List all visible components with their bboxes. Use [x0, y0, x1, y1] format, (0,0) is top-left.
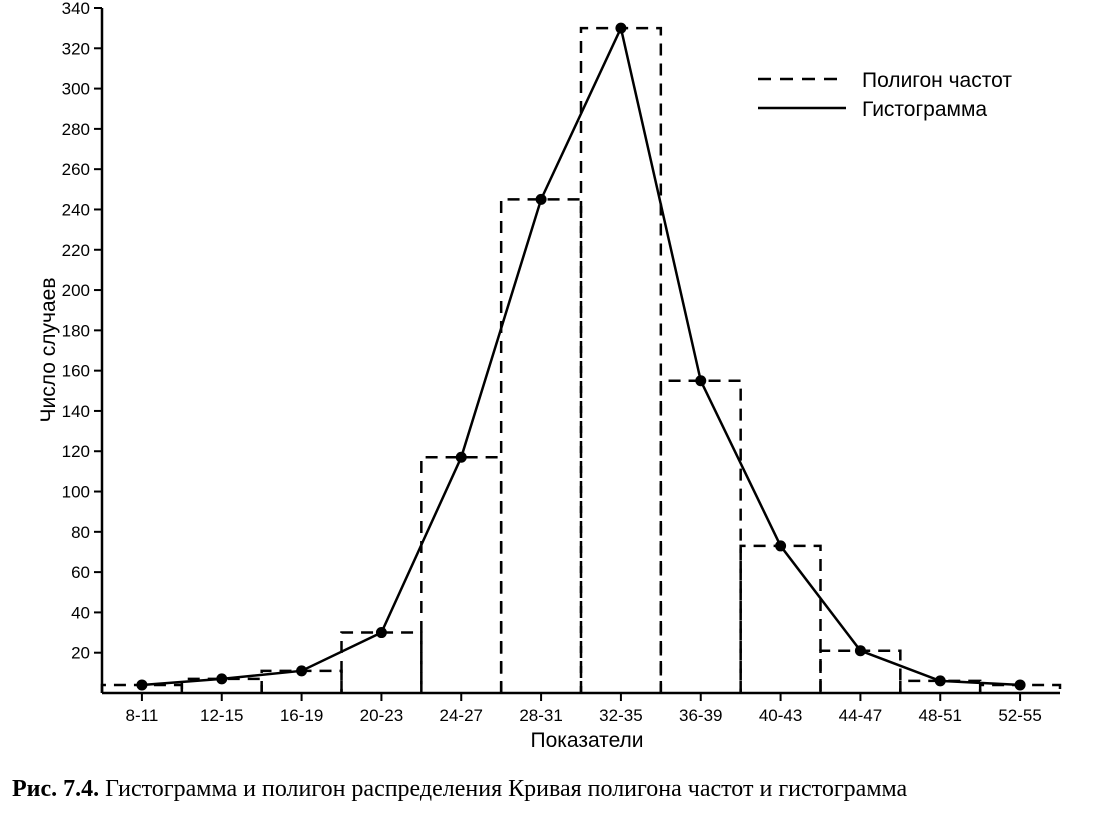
data-point — [375, 627, 387, 639]
x-tick-label: 28-31 — [519, 706, 562, 725]
y-tick-label: 160 — [62, 362, 90, 381]
series-line — [141, 24, 1021, 687]
y-tick-label: 300 — [62, 80, 90, 99]
y-tick-label: 280 — [62, 120, 90, 139]
y-tick-label: 240 — [62, 200, 90, 219]
y-tick-label: 200 — [62, 281, 90, 300]
histogram-bar — [899, 679, 982, 693]
y-tick-label: 140 — [62, 402, 90, 421]
y-tick-label: 100 — [62, 483, 90, 502]
histogram-bar — [420, 456, 503, 693]
data-point — [1014, 679, 1026, 691]
histogram-bar — [499, 198, 583, 693]
x-tick-label: 40-43 — [759, 706, 802, 725]
data-point — [535, 193, 547, 205]
x-axis-title: Показатели — [530, 729, 643, 752]
solid-line-series — [136, 22, 1026, 691]
histogram-bar — [340, 631, 423, 693]
histogram-bar — [579, 26, 663, 693]
y-axis-title: Число случаев — [37, 278, 60, 423]
y-tick-label: 20 — [71, 644, 90, 663]
data-point — [934, 675, 946, 687]
x-tick-label: 52-55 — [998, 706, 1041, 725]
data-point — [775, 540, 787, 552]
legend-label-histogram: Гистограмма — [862, 98, 987, 121]
y-tick-label: 220 — [62, 241, 90, 260]
histogram-bar — [659, 379, 742, 693]
y-tick-label: 40 — [71, 603, 90, 622]
y-tick-label: 180 — [62, 321, 90, 340]
data-point — [296, 665, 308, 677]
data-point — [455, 451, 467, 463]
histogram-bar — [819, 649, 902, 693]
legend-label-polygon: Полигон частот — [862, 69, 1012, 92]
dashed-histogram — [100, 26, 1062, 693]
y-tick-label: 320 — [62, 39, 90, 58]
x-tick-label: 8-11 — [126, 706, 159, 725]
y-ticks: 20 40 60 80 100 120 140 160 180 200 220 240 260 280 30… — [62, 0, 102, 663]
y-tick-label: 120 — [62, 442, 90, 461]
y-tick-label: 340 — [62, 0, 90, 18]
data-point — [136, 679, 148, 691]
data-point — [216, 673, 228, 685]
figure-caption: Рис. 7.4. Гистограмма и полигон распреде… — [12, 776, 1097, 803]
y-tick-label: 260 — [62, 160, 90, 179]
x-tick-label: 16-19 — [280, 706, 323, 725]
data-point — [854, 645, 866, 657]
x-tick-label: 32-35 — [599, 706, 642, 725]
x-tick-label: 24-27 — [440, 706, 483, 725]
x-ticks: 8-11 12-15 16-19 20-23 24-27 28-31 32-35 36-39 4… — [126, 693, 1042, 725]
data-point — [615, 22, 627, 34]
x-tick-label: 48-51 — [919, 706, 962, 725]
chart: 20 40 60 80 100 120 140 160 180 200 220 240 260 280 30… — [37, 0, 1062, 752]
x-tick-label: 44-47 — [839, 706, 882, 725]
legend: Полигон частот Гистограмма — [758, 69, 1012, 121]
y-tick-label: 80 — [71, 523, 90, 542]
x-tick-label: 20-23 — [360, 706, 403, 725]
histogram-bar — [739, 544, 822, 693]
caption-label: Рис. 7.4. — [12, 776, 100, 802]
y-tick-label: 60 — [71, 563, 90, 582]
data-point — [695, 375, 707, 387]
caption-text: Гистограмма и полигон распределения Крив… — [99, 776, 908, 802]
x-tick-label: 12-15 — [200, 706, 243, 725]
x-tick-label: 36-39 — [679, 706, 722, 725]
